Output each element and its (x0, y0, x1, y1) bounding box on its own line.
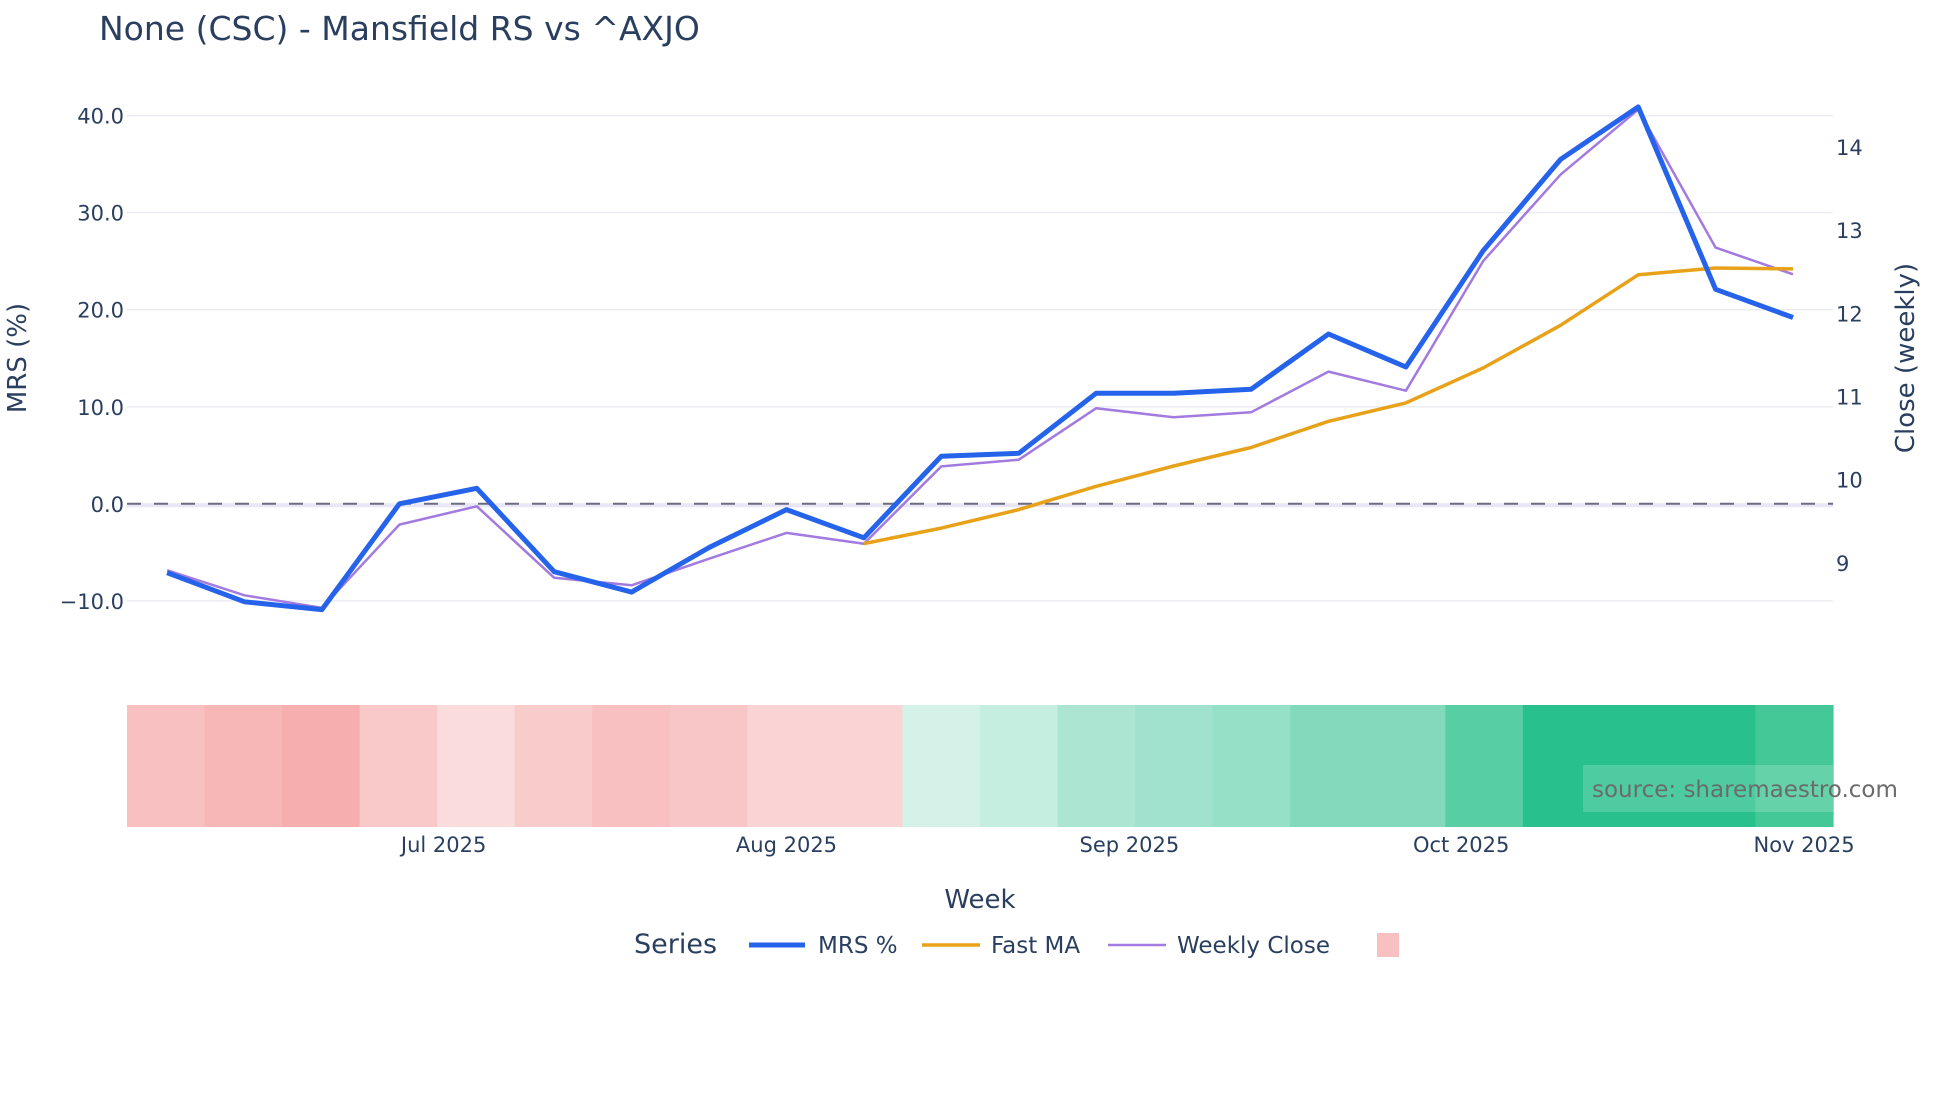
legend-heatmap-swatch[interactable] (1377, 933, 1399, 957)
y2-tick-label: 9 (1836, 552, 1849, 576)
x-tick-label: Sep 2025 (1080, 833, 1180, 857)
series-line-mrs (166, 104, 1794, 613)
y-axis-right-ticks: 9 10 11 12 13 14 (1836, 136, 1863, 576)
heatmap-cell (747, 705, 826, 827)
legend-fast-ma-label[interactable]: Fast MA (991, 933, 1080, 959)
heatmap-cell (204, 705, 283, 827)
y-tick-label: 30.0 (77, 202, 124, 226)
y2-tick-label: 12 (1836, 302, 1863, 326)
chart-title: None (CSC) - Mansfield RS vs ^AXJO (99, 9, 700, 48)
heatmap-cell (1755, 705, 1834, 827)
y-axis-left-ticks: −10.0 0.0 10.0 20.0 30.0 40.0 (60, 105, 124, 614)
x-axis-ticks: Jul 2025 Aug 2025 Sep 2025 Oct 2025 Nov 2025 (399, 833, 1855, 857)
x-tick-label: Nov 2025 (1754, 833, 1855, 857)
series-lines (166, 104, 1794, 613)
x-tick-label: Oct 2025 (1413, 833, 1509, 857)
legend-weekly-close-label[interactable]: Weekly Close (1177, 933, 1330, 959)
y2-tick-label: 11 (1836, 386, 1863, 410)
heatmap-cell (1600, 705, 1679, 827)
x-tick-label: Aug 2025 (736, 833, 837, 857)
heatmap-cell (1367, 705, 1446, 827)
heatmap-cell (437, 705, 516, 827)
heatmap-cell (1677, 705, 1757, 827)
y2-tick-label: 13 (1836, 219, 1863, 243)
heatmap-cell (1212, 705, 1291, 827)
heatmap-cell (1057, 705, 1136, 827)
legend-title: Series (634, 929, 717, 960)
x-axis-title: Week (944, 885, 1015, 915)
heatmap-cell (669, 705, 748, 827)
y2-tick-label: 10 (1836, 469, 1863, 493)
legend-mrs-label[interactable]: MRS % (818, 933, 898, 959)
y2-tick-label: 14 (1836, 136, 1863, 160)
heatmap-cell (592, 705, 671, 827)
heatmap-cell (1290, 705, 1369, 827)
y-tick-label: 20.0 (77, 299, 124, 323)
y-tick-label: −10.0 (60, 590, 124, 614)
y-tick-label: 0.0 (91, 493, 124, 517)
heatmap-cell (514, 705, 593, 827)
source-annotation-box (1583, 765, 1833, 812)
heatmap-cell (980, 705, 1059, 827)
series-line-weekly-close (166, 108, 1794, 610)
heatmap-cell (127, 705, 206, 827)
heatmap-cell (902, 705, 981, 827)
heatmap-cell (1135, 705, 1214, 827)
y-tick-label: 10.0 (77, 396, 124, 420)
heatmap-cell (359, 705, 438, 827)
source-annotation: source: sharemaestro.com (1592, 777, 1898, 803)
x-tick-label: Jul 2025 (399, 833, 486, 857)
y2-axis-title: Close (weekly) (1891, 263, 1921, 453)
heatmap-cell (282, 705, 361, 827)
y-axis-title: MRS (%) (3, 303, 33, 413)
heatmap-cell (824, 705, 904, 827)
legend: Series MRS % Fast MA Weekly Close (634, 929, 1399, 960)
y-tick-label: 40.0 (77, 105, 124, 129)
heatmap-cell (1522, 705, 1601, 827)
series-line-fast-ma (863, 266, 1794, 546)
heatmap-cell (1445, 705, 1524, 827)
heatmap-strip (127, 705, 1834, 827)
